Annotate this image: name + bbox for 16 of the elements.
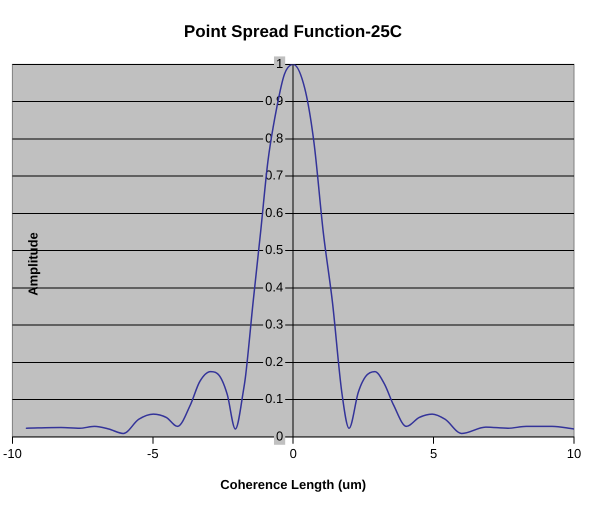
- y-tick-label: 0.6: [265, 204, 284, 220]
- y-tick-label: 0: [276, 428, 284, 444]
- y-tick-label: 0.4: [265, 279, 284, 294]
- x-tick-label: 5: [430, 446, 438, 462]
- y-tick-label: 0.3: [265, 316, 284, 332]
- x-tick-label: 10: [566, 446, 582, 462]
- x-tick-label: -5: [147, 446, 159, 462]
- y-tick-label: 0.1: [265, 391, 284, 406]
- y-tick-label: 0.5: [265, 242, 284, 258]
- chart-title: Point Spread Function-25C: [184, 22, 402, 41]
- x-tick-label: 0: [290, 446, 297, 462]
- y-axis-title: Amplitude: [26, 232, 40, 296]
- x-axis-title: Coherence Length (um): [220, 476, 366, 492]
- y-tick-label: 0.2: [265, 354, 284, 369]
- y-tick-label: 1: [276, 56, 284, 71]
- x-tick-label: -10: [2, 446, 22, 462]
